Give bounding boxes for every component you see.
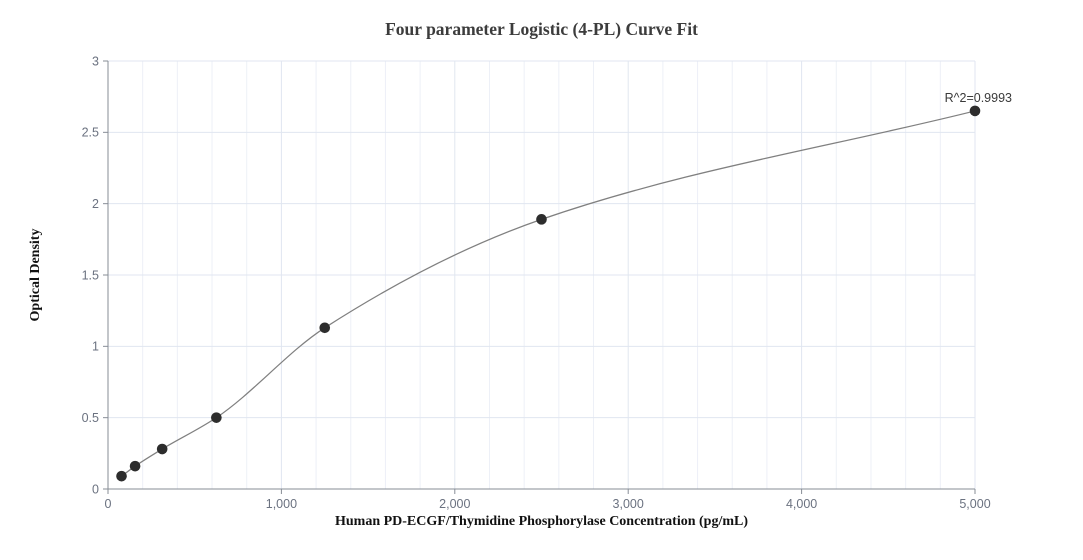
y-tick-label: 2.5 <box>82 126 99 140</box>
data-point <box>319 322 331 334</box>
chart-title: Four parameter Logistic (4-PL) Curve Fit <box>385 19 698 39</box>
r-squared-annotation: R^2=0.9993 <box>945 91 1012 105</box>
x-tick-label: 4,000 <box>786 497 817 511</box>
data-point <box>211 412 222 423</box>
x-tick-label: 5,000 <box>959 497 990 511</box>
plot-generated-layer: 0 1,000 2,000 3,000 4,000 5,000 0 0.5 1 1.5 2 2.5 3 <box>82 54 991 511</box>
y-tick-label: 3 <box>92 54 99 68</box>
y-tick-label: 0.5 <box>82 411 99 425</box>
data-point <box>116 470 127 482</box>
x-tick-label: 1,000 <box>266 497 297 511</box>
data-point <box>129 460 141 472</box>
x-tick-label: 0 <box>105 497 112 511</box>
y-tick-label: 1.5 <box>82 268 99 282</box>
y-tick-label: 0 <box>92 482 99 496</box>
x-tick-label: 3,000 <box>613 497 644 511</box>
x-axis-title: Human PD-ECGF/Thymidine Phosphorylase Co… <box>334 514 749 529</box>
data-point <box>969 105 981 117</box>
data-point <box>156 443 168 455</box>
y-tick-label: 2 <box>92 197 99 211</box>
y-tick-label: 1 <box>92 340 99 354</box>
fit-curve <box>121 110 976 477</box>
data-point <box>536 214 547 225</box>
x-tick-label: 2,000 <box>439 497 470 511</box>
